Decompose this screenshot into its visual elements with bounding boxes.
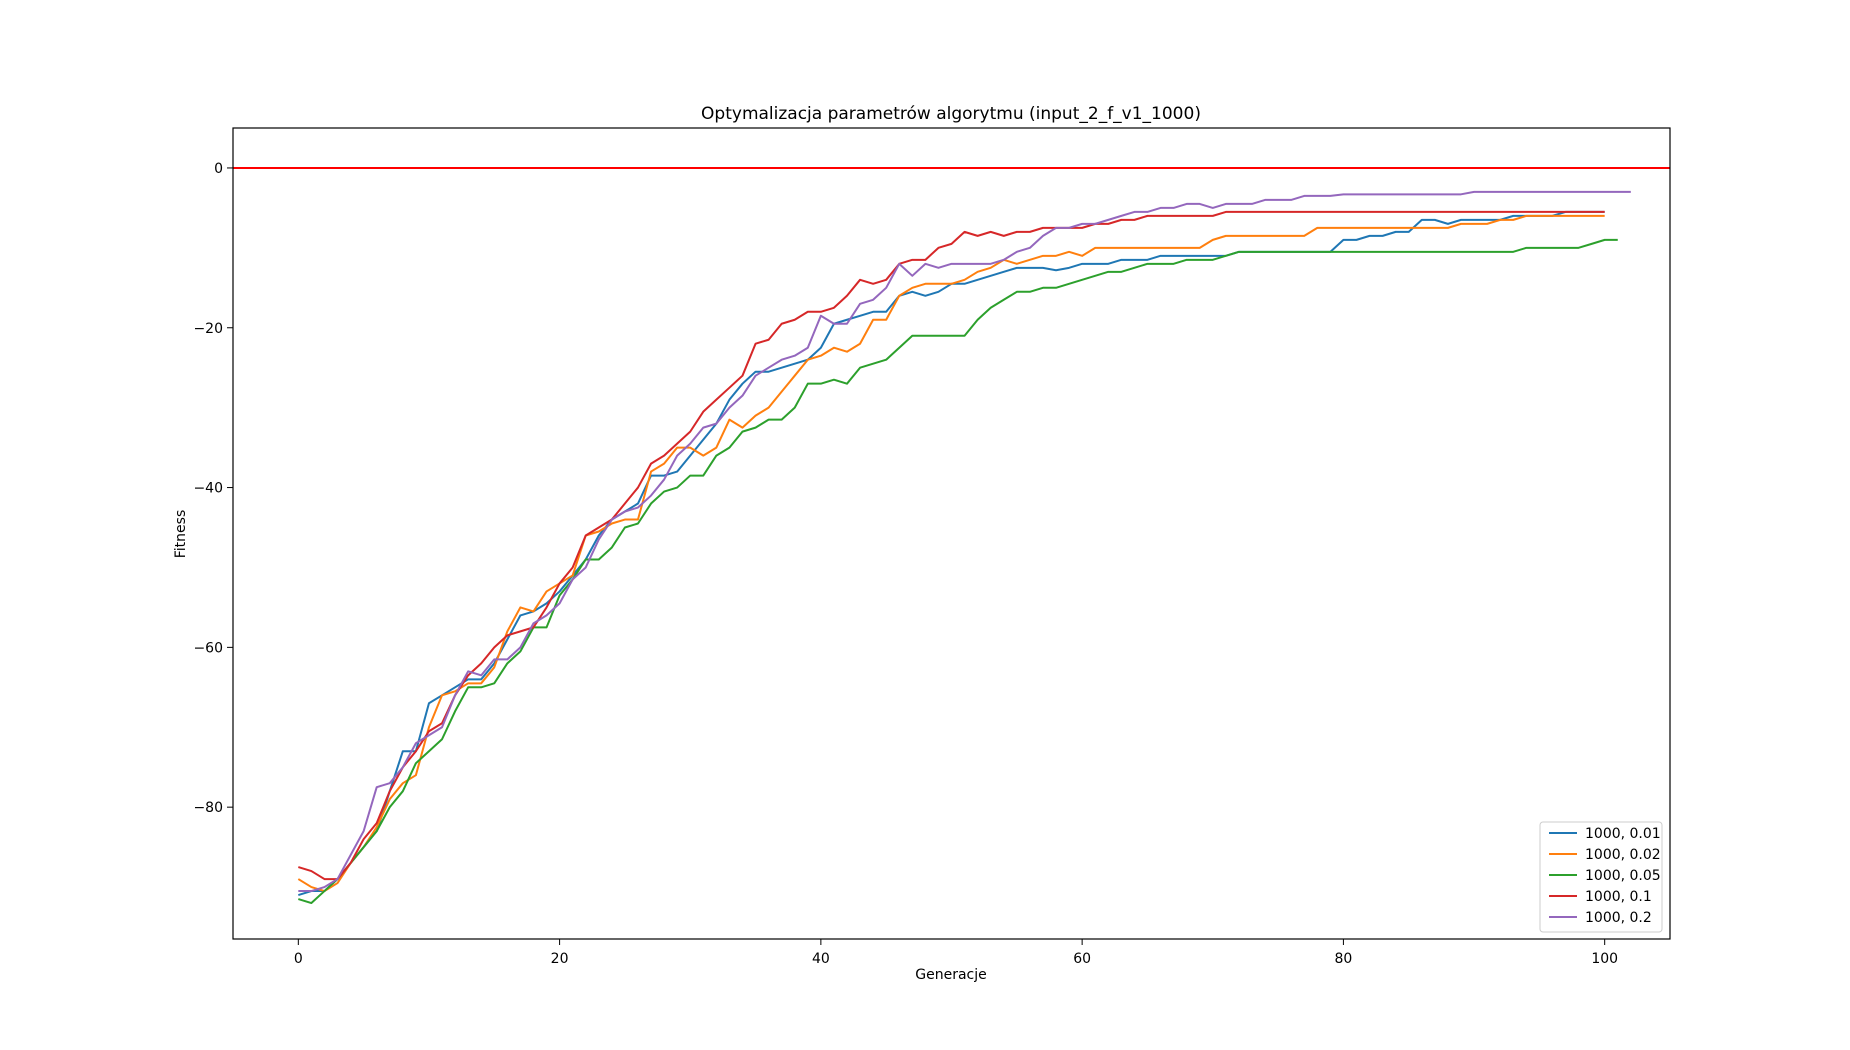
legend-box [1539,821,1663,933]
plot-area-frame [232,127,1671,940]
y-tick-label: 0 [214,161,223,177]
x-tick-label: 80 [1334,951,1352,967]
chart-title: Optymalizacja parametrów algorytmu (inpu… [701,104,1201,124]
legend-label-1: 1000, 0.02 [1585,847,1661,863]
x-tick-label: 0 [294,951,303,967]
x-axis: 0 20 40 60 80 100 [294,939,1618,967]
y-tick-label: −20 [193,321,223,337]
y-tick-label: −40 [193,481,223,497]
x-tick-label: 60 [1073,951,1091,967]
legend-label-2: 1000, 0.05 [1585,868,1661,884]
series-line-1 [297,214,1605,893]
x-tick-label: 40 [812,951,830,967]
legend: 1000, 0.01 1000, 0.02 1000, 0.05 1000, 0.1 1… [1539,821,1663,933]
x-tick-label: 100 [1591,951,1618,967]
series-line-3 [298,210,1605,881]
y-tick-label: −60 [193,640,223,656]
series-line-2 [298,238,1618,905]
legend-label-0: 1000, 0.01 [1585,826,1661,842]
legend-label-3: 1000, 0.1 [1585,889,1652,905]
series-line-4 [298,190,1631,893]
x-axis-label: Generacje [915,967,986,983]
legend-label-4: 1000, 0.2 [1585,910,1652,926]
y-tick-label: −80 [193,800,223,816]
series-layer [297,190,1631,905]
y-axis: 0 −20 −40 −60 −80 [193,161,233,816]
x-tick-label: 20 [551,951,569,967]
y-axis-label: Fitness [173,510,189,559]
